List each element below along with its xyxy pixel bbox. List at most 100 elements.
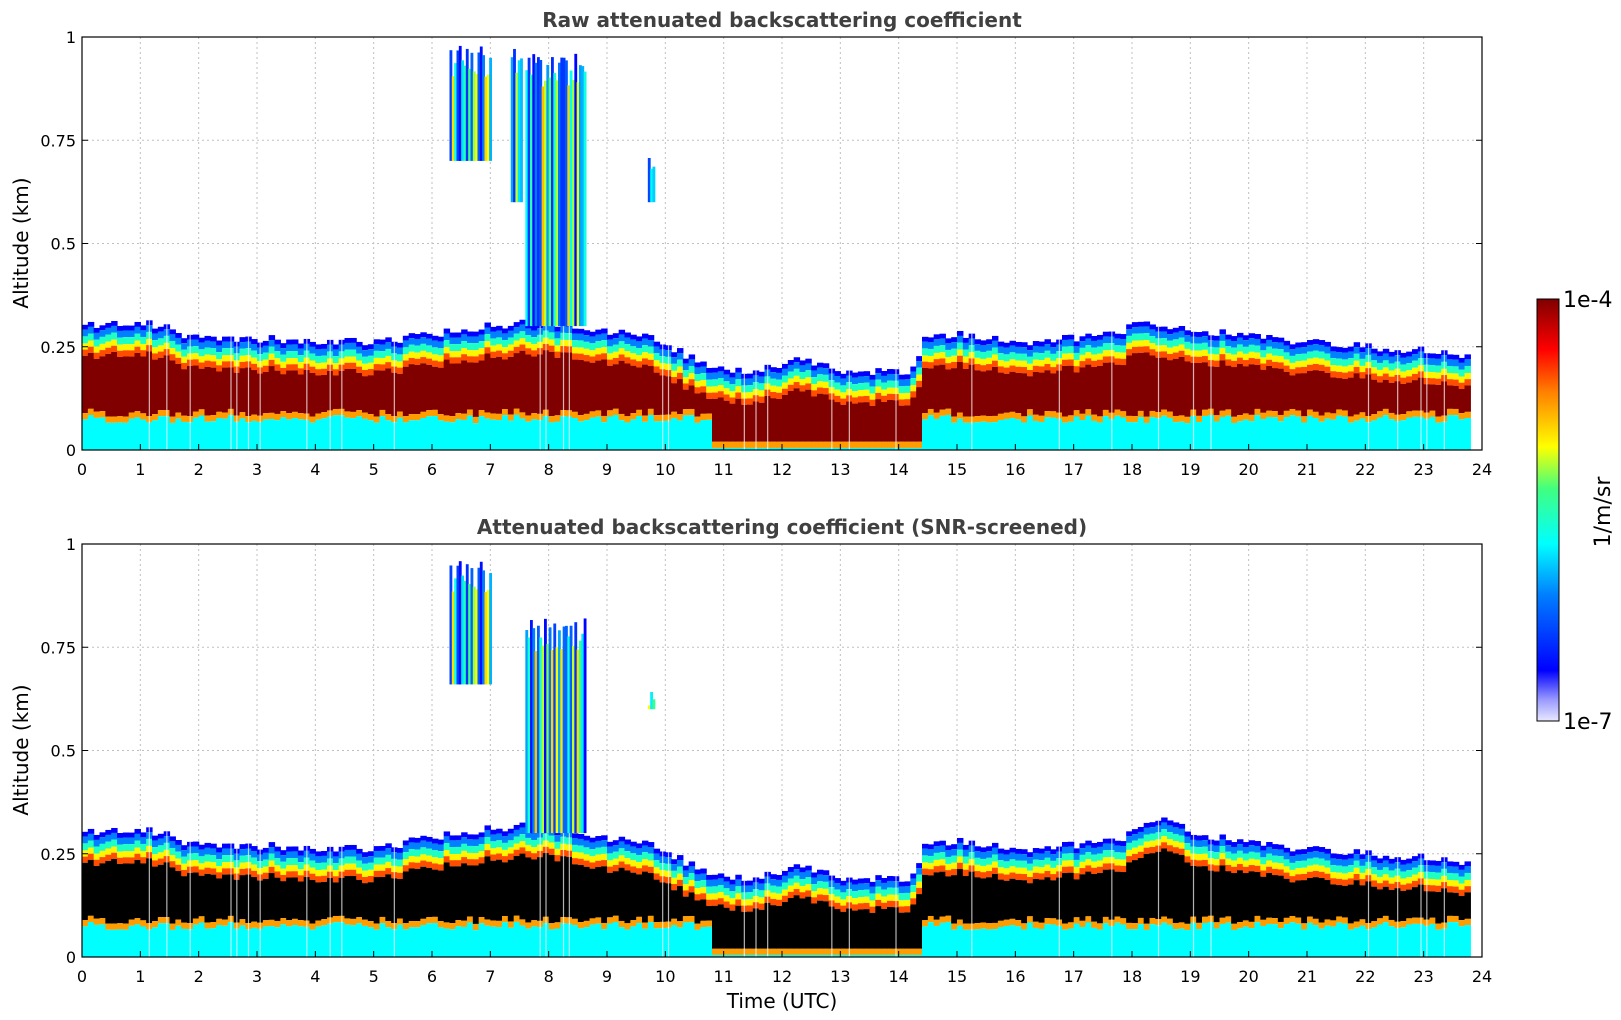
backscatter-band — [852, 377, 859, 385]
backscatter-band — [484, 919, 491, 926]
backscatter-band — [857, 948, 865, 955]
backscatter-band — [420, 840, 427, 848]
backscatter-band — [117, 857, 124, 864]
backscatter-band — [274, 344, 281, 352]
backscatter-band — [1178, 415, 1186, 422]
backscatter-columns — [82, 817, 1471, 957]
x-tick: 21 — [1297, 951, 1317, 986]
plume-column — [454, 578, 457, 685]
backscatter-band — [1429, 879, 1436, 886]
backscatter-band — [1377, 376, 1384, 383]
backscatter-band — [933, 846, 941, 853]
backscatter-band — [1277, 349, 1285, 357]
backscatter-band — [134, 346, 141, 353]
backscatter-band — [1067, 359, 1075, 366]
backscatter-band — [1027, 363, 1034, 370]
near-surface-band — [706, 419, 713, 450]
backscatter-band — [1342, 873, 1349, 880]
backscatter-band — [881, 902, 888, 909]
backscatter-band — [1062, 846, 1069, 854]
backscatter-band — [99, 336, 106, 344]
backscatter-band — [1347, 853, 1355, 859]
backscatter-band — [367, 355, 375, 363]
backscatter-band — [181, 922, 188, 929]
x-tick: 17 — [1063, 951, 1084, 986]
backscatter-band — [595, 410, 602, 417]
backscatter-band — [770, 948, 777, 955]
backscatter-band — [630, 846, 637, 854]
backscatter-band — [992, 847, 999, 855]
saturated-core — [426, 867, 433, 918]
backscatter-band — [152, 860, 159, 867]
backscatter-band — [402, 840, 410, 846]
backscatter-band — [834, 371, 841, 377]
saturated-core — [554, 861, 561, 923]
backscatter-band — [350, 869, 357, 876]
backscatter-band — [490, 854, 497, 861]
backscatter-band — [712, 948, 719, 955]
backscatter-band — [782, 441, 789, 448]
backscatter-band — [671, 877, 678, 885]
backscatter-band — [1003, 919, 1011, 926]
near-surface-band — [1435, 422, 1442, 450]
backscatter-band — [82, 336, 89, 344]
x-tick: 6 — [427, 444, 437, 479]
backscatter-band — [1102, 863, 1110, 870]
backscatter-band — [636, 361, 643, 368]
backscatter-band — [1377, 883, 1384, 890]
backscatter-band — [1038, 873, 1046, 880]
backscatter-band — [974, 357, 981, 365]
backscatter-band — [408, 333, 416, 339]
backscatter-band — [881, 896, 888, 903]
near-surface-band — [1137, 924, 1145, 957]
backscatter-band — [1120, 334, 1127, 340]
backscatter-band — [805, 948, 812, 955]
backscatter-band — [887, 441, 894, 448]
near-surface-band — [1266, 923, 1273, 957]
backscatter-band — [157, 917, 165, 924]
backscatter-band — [222, 919, 229, 926]
backscatter-band — [169, 841, 176, 848]
backscatter-band — [297, 413, 305, 420]
backscatter-band — [1435, 378, 1442, 385]
backscatter-band — [1149, 343, 1156, 350]
colorbar-max-label: 1e-4 — [1563, 288, 1612, 313]
backscatter-band — [1097, 846, 1104, 854]
near-surface-band — [1237, 928, 1244, 957]
saturated-core — [1027, 376, 1034, 410]
plume-column — [530, 74, 533, 327]
backscatter-band — [1272, 348, 1279, 356]
backscatter-band — [1312, 846, 1320, 852]
backscatter-band — [1225, 353, 1232, 360]
backscatter-band — [957, 355, 964, 362]
backscatter-band — [671, 918, 678, 925]
backscatter-band — [706, 413, 713, 420]
backscatter-band — [589, 343, 596, 351]
backscatter-column — [957, 330, 964, 450]
backscatter-band — [1067, 339, 1075, 347]
backscatter-band — [647, 353, 655, 360]
saturated-core — [898, 912, 906, 949]
backscatter-band — [770, 879, 777, 886]
saturated-core — [140, 356, 147, 414]
plume-column — [569, 625, 573, 834]
backscatter-band — [1458, 869, 1466, 877]
backscatter-band — [461, 837, 468, 844]
data-gap-streak — [568, 321, 570, 450]
backscatter-band — [1254, 338, 1261, 346]
plume-column — [451, 76, 455, 161]
saturated-core — [478, 360, 486, 411]
saturated-core — [618, 360, 626, 414]
near-surface-band — [694, 929, 701, 957]
backscatter-band — [1400, 859, 1407, 865]
backscatter-column — [350, 337, 357, 450]
near-surface-band — [601, 422, 608, 450]
near-surface-band — [1143, 929, 1151, 957]
backscatter-column — [1067, 841, 1075, 957]
backscatter-band — [706, 386, 713, 393]
near-surface-band — [1167, 924, 1174, 957]
near-surface-band — [957, 418, 964, 450]
backscatter-band — [822, 881, 830, 889]
backscatter-band — [455, 351, 462, 358]
backscatter-column — [192, 841, 200, 957]
